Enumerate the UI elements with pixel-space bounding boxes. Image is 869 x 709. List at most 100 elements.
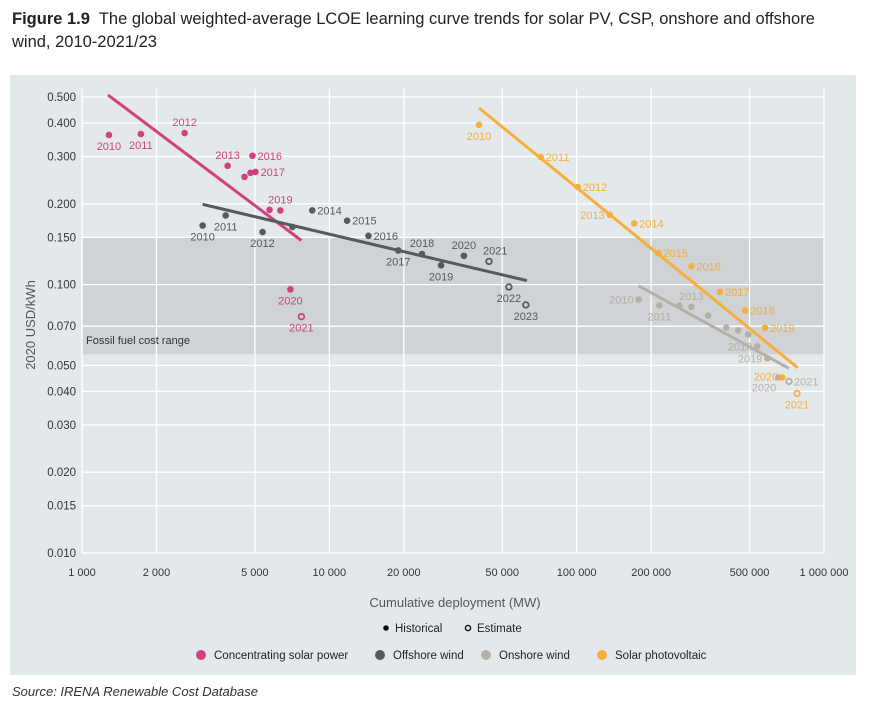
x-tick-label: 200 000 [631,567,671,579]
y-axis-label: 2020 USD/kWh [23,280,38,370]
data-point [277,207,284,214]
point-label: 2019 [429,271,453,283]
point-label: 2019 [770,323,794,335]
data-point [704,312,712,319]
band-label: Fossil fuel cost range [86,335,190,347]
point-label: 2012 [172,117,196,129]
trend-line-0 [107,93,303,242]
y-tick-label: 0.030 [47,420,76,432]
point-label: 2018 [750,306,774,318]
data-point [741,307,749,314]
data-point [308,207,316,214]
point-label: 2010 [467,131,491,143]
point-label: 2015 [352,216,376,228]
data-point [266,206,273,214]
data-point [137,130,145,138]
data-point [289,223,296,231]
point-label: 2023 [514,311,538,323]
data-point [259,228,266,236]
data-point [105,131,113,139]
point-label: 2011 [546,152,570,164]
point-label: 2017 [725,287,749,299]
estimate-point [297,312,306,321]
data-point [252,168,259,176]
data-point [655,249,662,257]
trend-line-1 [202,202,528,283]
point-label: 2016 [696,261,720,273]
y-tick-label: 0.300 [47,152,76,164]
legend-label-0: Concentrating solar power [214,650,348,662]
legend-label-1: Offshore wind [393,650,464,662]
y-tick-label: 0.100 [47,280,76,292]
x-tick-label: 50 000 [485,567,519,579]
y-tick-label: 0.070 [47,321,76,333]
data-point [764,355,771,362]
point-label: 2014 [317,205,341,217]
point-label: 2011 [129,140,153,152]
point-label: 2017 [261,167,285,179]
data-point [723,324,730,331]
point-label: 2012 [250,238,274,250]
point-label: 2012 [583,182,607,194]
data-point [437,262,445,269]
data-point [753,343,761,350]
x-tick-label: 5 000 [241,567,269,579]
data-point [635,296,642,303]
data-point [418,250,426,258]
estimate-point [793,389,801,398]
figure-label: Figure 1.9 [12,10,90,28]
point-label: 2013 [580,210,604,222]
point-label: 2018 [728,341,752,353]
x-tick-label: 10 000 [313,567,347,579]
estimate-point [505,283,513,291]
legend-historical: Historical [395,623,442,635]
data-point [241,173,248,181]
point-label: 2021 [794,376,818,388]
point-label: 2018 [410,238,434,250]
estimate-point [485,257,493,266]
point-label: 2016 [257,151,281,163]
data-point [247,169,254,177]
point-label: 2022 [497,293,521,305]
y-tick-label: 0.015 [47,501,76,513]
data-point [676,302,683,309]
x-tick-label: 500 000 [730,567,770,579]
point-label: 2013 [679,291,703,303]
point-label: 2021 [785,399,809,411]
data-point [734,327,742,334]
estimate-marker-icon [464,624,472,632]
y-tick-label: 0.050 [47,360,76,372]
point-label: 2013 [215,150,239,162]
figure-title-text: The global weighted-average LCOE learnin… [12,10,815,51]
source-note: Source: IRENA Renewable Cost Database [12,684,258,699]
data-point [744,331,752,338]
legend-label-2: Onshore wind [499,650,570,662]
y-tick-label: 0.200 [47,199,76,211]
data-point [778,374,786,381]
point-label: 2010 [190,232,214,244]
legend-swatch-2 [481,650,491,660]
point-label: 2019 [268,194,292,206]
data-point [574,183,582,191]
data-point [343,217,351,225]
point-label: 2010 [97,141,121,153]
x-tick-label: 100 000 [557,567,597,579]
legend-swatch-0 [196,650,206,660]
historical-marker-icon [383,625,389,631]
point-label: 2015 [663,248,687,260]
y-tick-label: 0.040 [47,386,76,398]
data-point [630,220,638,227]
estimate-point [785,377,793,386]
estimate-point [522,301,530,309]
x-tick-label: 1 000 000 [800,567,849,579]
point-label: 2014 [639,218,663,230]
y-tick-label: 0.010 [47,548,76,560]
data-point [460,252,468,260]
data-point [688,303,695,311]
point-label: 2020 [754,371,778,383]
data-point [656,302,663,309]
legend-label-3: Solar photovoltaic [615,650,707,662]
legend-swatch-3 [597,650,607,660]
point-label: 2021 [483,245,507,257]
